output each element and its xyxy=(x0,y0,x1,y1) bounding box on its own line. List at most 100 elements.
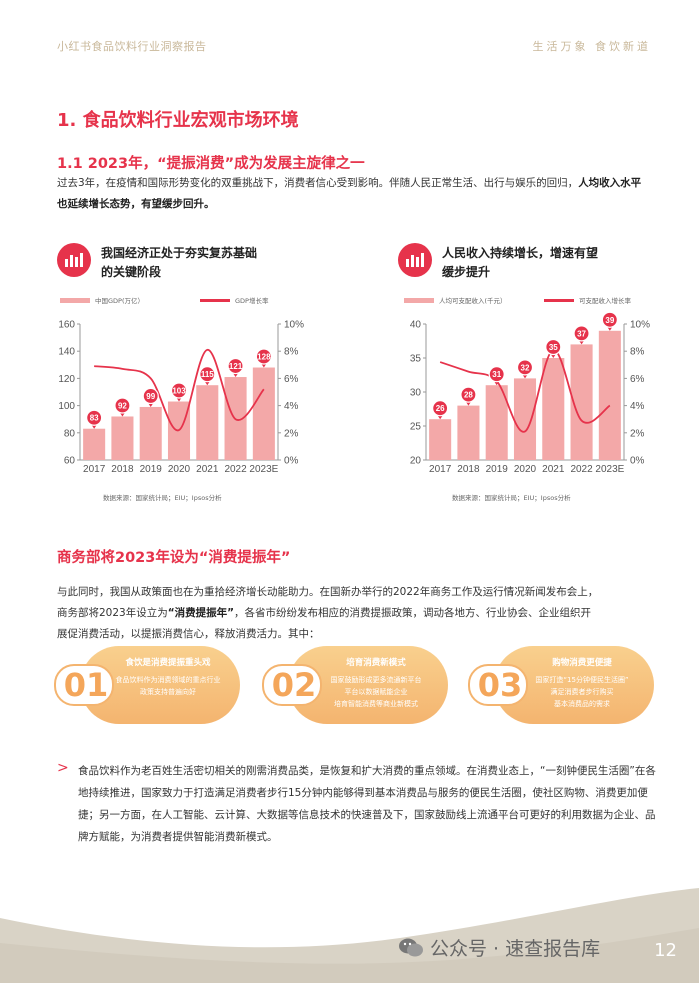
policy-title: 商务部将2023年设为“消费提振年” xyxy=(57,550,291,566)
policy-line2-bold: “消费提振年” xyxy=(167,607,235,619)
card-title: 购物消费更便捷 xyxy=(552,658,612,668)
wechat-icon xyxy=(399,938,423,956)
left-chart-title-line1: 我国经济正处于夯实复苏基础 xyxy=(101,246,258,260)
y-tick-label-right: 6% xyxy=(284,374,299,385)
watermark: 公众号 · 速查报告库 xyxy=(398,934,600,961)
bar xyxy=(429,419,452,460)
data-label-pin xyxy=(227,357,244,375)
x-tick-label: 2023E xyxy=(595,464,624,475)
data-label: 31 xyxy=(492,370,501,379)
bar xyxy=(196,385,219,460)
policy-line3: 展促消费活动，以提振消费信心，释放消费活力。其中： xyxy=(57,628,320,640)
bar-chart-icon xyxy=(398,243,432,277)
bar xyxy=(457,405,480,460)
x-tick-label: 2019 xyxy=(140,464,163,475)
y-tick-label-left: 160 xyxy=(58,320,75,331)
legend-line-label: GDP增长率 xyxy=(235,297,269,305)
policy-line2-a: 商务部将2023年设立为 xyxy=(57,607,168,619)
bar xyxy=(485,385,508,460)
policy-card-3: 03 购物消费更便捷 国家打造“15分钟便民生活圈” 满足消费者步行购买 基本消… xyxy=(468,646,654,724)
left-chart-legend-line: GDP增长率 xyxy=(200,295,268,305)
y-tick-label-right: 6% xyxy=(630,374,645,385)
left-chart-plot: 60 80 100 120 140 160 0% 2% 4% 6% 8% 10% 2017 2018 201… xyxy=(58,320,304,476)
right-chart-title: 人民收入持续增长，增速有望 缓步提升 xyxy=(442,243,598,282)
card-title: 食饮是消费提振重头戏 xyxy=(125,658,211,668)
right-chart-plot: 20 25 30 35 40 0% 2% 4% 6% 8% 10% 2017 2018 2019 2020 2… xyxy=(410,311,650,475)
data-label-pin xyxy=(432,400,449,417)
legend-line-swatch xyxy=(200,298,230,302)
growth-line xyxy=(439,348,611,433)
watermark-text: 公众号 · 速查报告库 xyxy=(430,938,601,960)
data-label-pin xyxy=(199,366,216,383)
policy-line1: 与此同时，我国从政策面也在为重拾经济增长动能助力。在国新办举行的2022年商务工… xyxy=(57,586,599,598)
card-title: 培育消费新模式 xyxy=(346,658,406,668)
x-tick-label: 2021 xyxy=(196,464,219,475)
data-label-pin xyxy=(170,382,188,399)
intro-bold-text: 人均收入水平也延续增长态势，有望缓步回升。 xyxy=(57,177,642,210)
left-chart-source: 数据来源：国家统计局；EIU；Ipsos分析 xyxy=(103,494,222,502)
data-label-pin xyxy=(488,366,505,383)
card-number: 01 xyxy=(63,666,109,704)
x-tick-label: 2020 xyxy=(168,464,191,475)
y-tick-label-left: 35 xyxy=(410,354,422,365)
bullet-paragraph: 食品饮料作为老百姓生活密切相关的刚需消费品类，是恢复和扩大消费的重点领域。在消费… xyxy=(78,765,656,843)
policy-line2: 商务部将2023年设立为“消费提振年”，各省市纷纷发布相应的消费提振政策，调动各… xyxy=(57,603,647,624)
x-tick-label: 2022 xyxy=(570,464,593,475)
card-text-line: 基本消费品的需求 xyxy=(554,700,610,708)
right-chart-legend-line: 可支配收入增长率 xyxy=(544,295,631,305)
card-text: 国家鼓励形成更多流通新平台 平台以数据赋能企业 培育智能消费等商业新模式 xyxy=(308,674,444,710)
card-text-line: 满足消费者步行购买 xyxy=(550,688,614,696)
data-label-pin xyxy=(601,311,618,328)
right-chart-legend-bar: 人均可支配收入(千元） xyxy=(404,295,507,305)
data-label: 99 xyxy=(146,392,155,401)
x-tick-label: 2018 xyxy=(457,464,480,475)
data-label: 28 xyxy=(464,391,473,400)
y-tick-label-right: 8% xyxy=(284,347,299,358)
card-text-line: 国家打造“15分钟便民生活圈” xyxy=(535,676,629,684)
bar xyxy=(570,344,593,460)
x-tick-label: 2017 xyxy=(429,464,452,475)
legend-line-swatch xyxy=(544,298,574,302)
legend-bar-label: 人均可支配收入(千元） xyxy=(439,297,507,305)
bar xyxy=(542,358,565,460)
data-label: 92 xyxy=(118,401,127,410)
right-chart-header: 人民收入持续增长，增速有望 缓步提升 xyxy=(398,243,598,282)
data-label: 115 xyxy=(201,370,214,379)
card-number-badge xyxy=(262,664,322,706)
data-label: 35 xyxy=(549,343,558,352)
left-chart-legend-bar: 中国GDP(万亿） xyxy=(60,295,144,305)
x-tick-label: 2018 xyxy=(111,464,134,475)
growth-line xyxy=(94,348,265,431)
legend-bar-label: 中国GDP(万亿） xyxy=(95,297,144,305)
bar xyxy=(83,428,106,460)
y-tick-label-right: 2% xyxy=(630,428,645,439)
left-chart-header: 我国经济正处于夯实复苏基础 的关键阶段 xyxy=(57,243,257,282)
y-tick-label-left: 20 xyxy=(410,456,422,467)
card-number-badge xyxy=(468,664,528,706)
card-number: 02 xyxy=(271,666,317,704)
report-title-header: 小红书食品饮料行业洞察报告 xyxy=(57,40,207,53)
data-label: 37 xyxy=(577,329,586,338)
intro-paragraph: 过去3年，在疫情和国际形势变化的双重挑战下，消费者信心受到影响。伴随人民正常生活… xyxy=(57,173,647,215)
y-tick-label-right: 10% xyxy=(284,320,304,331)
intro-plain-text: 过去3年，在疫情和国际形势变化的双重挑战下，消费者信心受到影响。伴随人民正常生活… xyxy=(57,177,579,189)
left-chart-title: 我国经济正处于夯实复苏基础 的关键阶段 xyxy=(101,243,257,282)
footer-wave-decoration xyxy=(0,888,699,983)
data-label-pin xyxy=(142,387,159,405)
x-tick-label: 2021 xyxy=(542,464,565,475)
x-tick-label: 2023E xyxy=(249,464,278,475)
y-tick-label-right: 4% xyxy=(284,401,299,412)
policy-card-2: 02 培育消费新模式 国家鼓励形成更多流通新平台 平台以数据赋能企业 培育智能消… xyxy=(262,646,448,724)
card-text: 食品饮料作为消费领域的重点行业 政策支持普遍向好 xyxy=(100,674,236,698)
card-text-line: 政策支持普遍向好 xyxy=(140,688,196,696)
data-label: 39 xyxy=(605,316,614,325)
card-text-line: 食品饮料作为消费领域的重点行业 xyxy=(115,676,221,684)
y-tick-label-left: 80 xyxy=(64,428,76,439)
y-tick-label-left: 30 xyxy=(410,388,422,399)
right-chart-title-line1: 人民收入持续增长，增速有望 xyxy=(442,246,599,260)
x-tick-label: 2020 xyxy=(514,464,537,475)
legend-bar-swatch xyxy=(404,297,434,303)
section-subtitle: 1.1 2023年，“提振消费”成为发展主旋律之一 xyxy=(57,156,365,172)
x-tick-label: 2019 xyxy=(486,464,509,475)
y-tick-label-left: 100 xyxy=(58,401,75,412)
